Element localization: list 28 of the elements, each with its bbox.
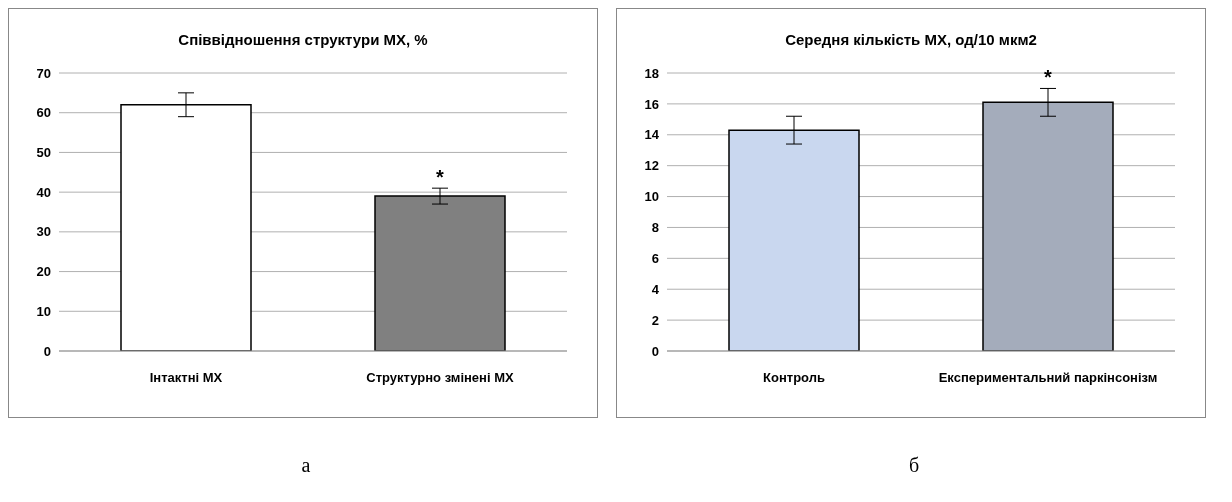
chart-title: Середня кількість МХ, од/10 мкм2 (784, 31, 1038, 50)
y-tick-label: 8 (651, 220, 659, 236)
annotation: * (436, 166, 445, 189)
y-tick-label: 6 (651, 250, 659, 266)
y-tick-label: 40 (36, 184, 51, 200)
x-tick-label: Структурно змінені МХ (366, 370, 515, 386)
y-tick-label: 10 (644, 189, 659, 205)
y-tick-label: 30 (36, 224, 51, 240)
x-tick-label: Контроль (763, 370, 825, 386)
y-tick-label: 70 (36, 65, 51, 81)
x-tick-label: Інтактні МХ (149, 370, 223, 386)
y-tick-label: 12 (644, 158, 659, 174)
y-tick-label: 2 (651, 312, 659, 328)
y-tick-label: 50 (36, 145, 51, 161)
annotation: * (1044, 66, 1053, 89)
y-tick-label: 20 (36, 264, 51, 280)
y-tick-label: 4 (651, 281, 660, 297)
chart-title: Співвідношення структури МХ, % (177, 31, 429, 50)
y-tick-label: 60 (36, 105, 51, 121)
y-tick-label: 14 (644, 127, 660, 143)
y-tick-label: 0 (651, 343, 659, 359)
y-tick-label: 18 (644, 65, 659, 81)
y-tick-label: 10 (36, 303, 51, 319)
y-tick-label: 0 (43, 343, 51, 359)
text: б (907, 454, 921, 477)
y-tick-label: 16 (644, 96, 659, 112)
text: а (300, 454, 312, 477)
x-tick-label: Експериментальний паркінсонізм (938, 370, 1158, 386)
